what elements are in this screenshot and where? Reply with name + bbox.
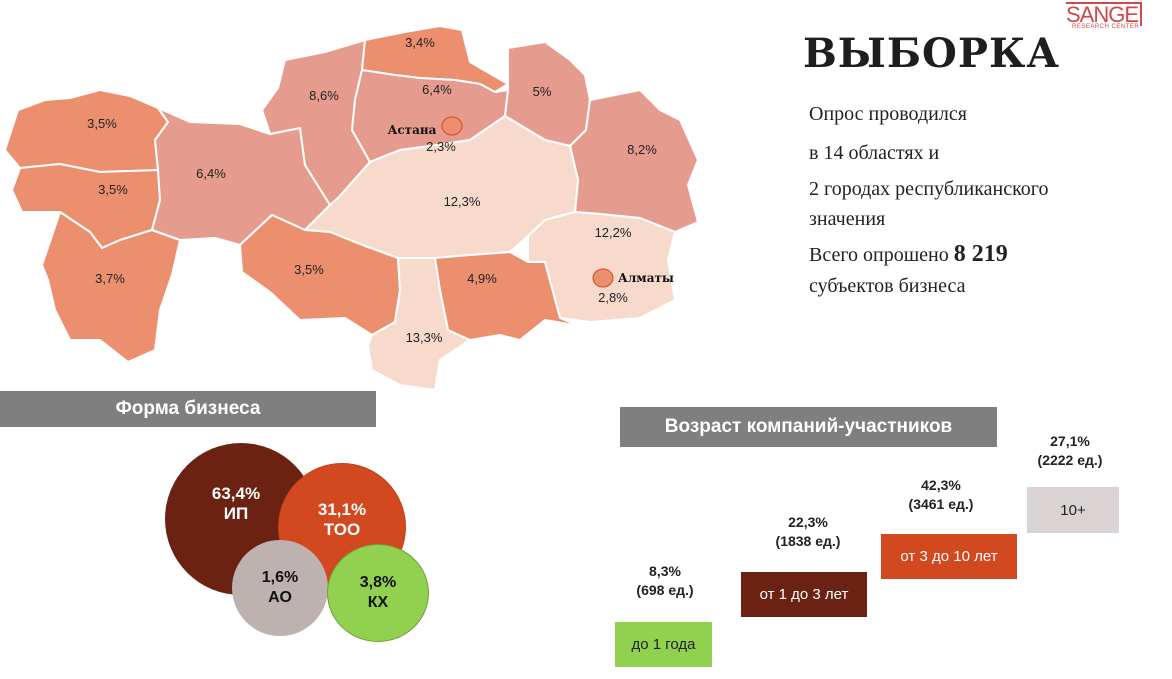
info-total: Всего опрошено 8 219 xyxy=(809,242,1008,267)
company-age-header: Возраст компаний-участников xyxy=(620,407,997,447)
age-label-10plus: 27,1% (2222 ед.) xyxy=(1018,432,1122,470)
age-label-1to3: 22,3% (1838 ед.) xyxy=(756,513,860,551)
region-label-mangystau: 3,7% xyxy=(95,271,125,286)
age-count-10plus: (2222 ед.) xyxy=(1037,452,1103,468)
region-label-pavlodar: 5% xyxy=(533,84,552,99)
kazakhstan-map: 3,5% 3,5% 3,7% 6,4% 8,6% 3,4% 6,4% 5% 8,… xyxy=(4,25,699,391)
age-value-10plus: 27,1% xyxy=(1050,433,1090,449)
logo-subtitle: RESEARCH CENTER xyxy=(1072,24,1140,30)
region-label-akmola: 6,4% xyxy=(422,82,452,97)
region-mangystau xyxy=(41,211,181,363)
business-form-header: Форма бизнеса xyxy=(0,391,376,427)
city-name-astana: Астана xyxy=(388,123,437,137)
age-count-3to10: (3461 ед.) xyxy=(908,496,974,512)
info-total-suffix: субъектов бизнеса xyxy=(809,275,966,297)
region-label-kostanay: 8,6% xyxy=(309,88,339,103)
city-label-astana: 2,3% xyxy=(426,139,456,154)
bubble-kh-name: КХ xyxy=(367,594,389,611)
info-total-prefix: Всего опрошено xyxy=(809,244,949,266)
age-value-3to10: 42,3% xyxy=(921,477,961,493)
sange-logo: SANGE RESEARCH CENTER xyxy=(1066,2,1164,30)
almaty-marker xyxy=(592,268,614,288)
bubble-too-value: 31,1% xyxy=(317,500,367,519)
region-label-south-kz: 13,3% xyxy=(406,330,443,345)
region-label-zhambyl: 4,9% xyxy=(467,271,497,286)
age-count-lt1: (698 ед.) xyxy=(636,582,694,598)
age-value-1to3: 22,3% xyxy=(788,514,828,530)
age-box-3to10: от 3 до 10 лет xyxy=(881,534,1017,579)
bubble-ao-value: 1,6% xyxy=(261,569,299,586)
region-label-kyzylorda: 3,5% xyxy=(294,262,324,277)
astana-marker xyxy=(441,116,463,136)
info-line-4: значения xyxy=(809,208,886,230)
page-title: ВЫБОРКА xyxy=(803,30,1060,77)
age-box-1to3: от 1 до 3 лет xyxy=(741,572,867,617)
info-line-2: в 14 областях и xyxy=(809,142,940,164)
region-zhambyl xyxy=(434,251,581,341)
age-box-10plus: 10+ xyxy=(1027,487,1119,533)
region-label-aktobe: 6,4% xyxy=(196,166,226,181)
age-count-1to3: (1838 ед.) xyxy=(775,533,841,549)
region-label-almaty-reg: 12,2% xyxy=(595,225,632,240)
info-total-value: 8 219 xyxy=(953,241,1008,267)
region-label-atyrau: 3,5% xyxy=(98,182,128,197)
bubble-ao-name: АО xyxy=(268,589,292,606)
region-west-kz xyxy=(4,89,169,173)
region-label-north-kz: 3,4% xyxy=(405,35,435,50)
age-label-3to10: 42,3% (3461 ед.) xyxy=(889,476,993,514)
region-label-east-kz: 8,2% xyxy=(627,142,657,157)
logo-name: SANGE xyxy=(1066,2,1143,26)
age-box-lt1: до 1 года xyxy=(615,622,712,667)
info-line-3: 2 городах республиканского xyxy=(809,178,1049,200)
bubble-ip-value: 63,4% xyxy=(211,484,261,503)
bubble-kh: 3,8% КХ xyxy=(327,544,429,642)
bubble-ip-name: ИП xyxy=(223,504,249,523)
region-east-kz xyxy=(569,89,699,233)
bubble-kh-value: 3,8% xyxy=(359,574,397,591)
bubble-ao: 1,6% АО xyxy=(232,540,328,636)
info-line-1: Опрос проводился xyxy=(809,103,967,125)
age-value-lt1: 8,3% xyxy=(649,563,681,579)
region-label-karaganda: 12,3% xyxy=(444,194,481,209)
bubble-too-name: ТОО xyxy=(323,520,361,539)
city-name-almaty: Алматы xyxy=(618,271,674,285)
city-label-almaty: 2,8% xyxy=(598,290,628,305)
age-label-lt1: 8,3% (698 ед.) xyxy=(613,562,717,600)
region-label-west-kz: 3,5% xyxy=(87,116,117,131)
